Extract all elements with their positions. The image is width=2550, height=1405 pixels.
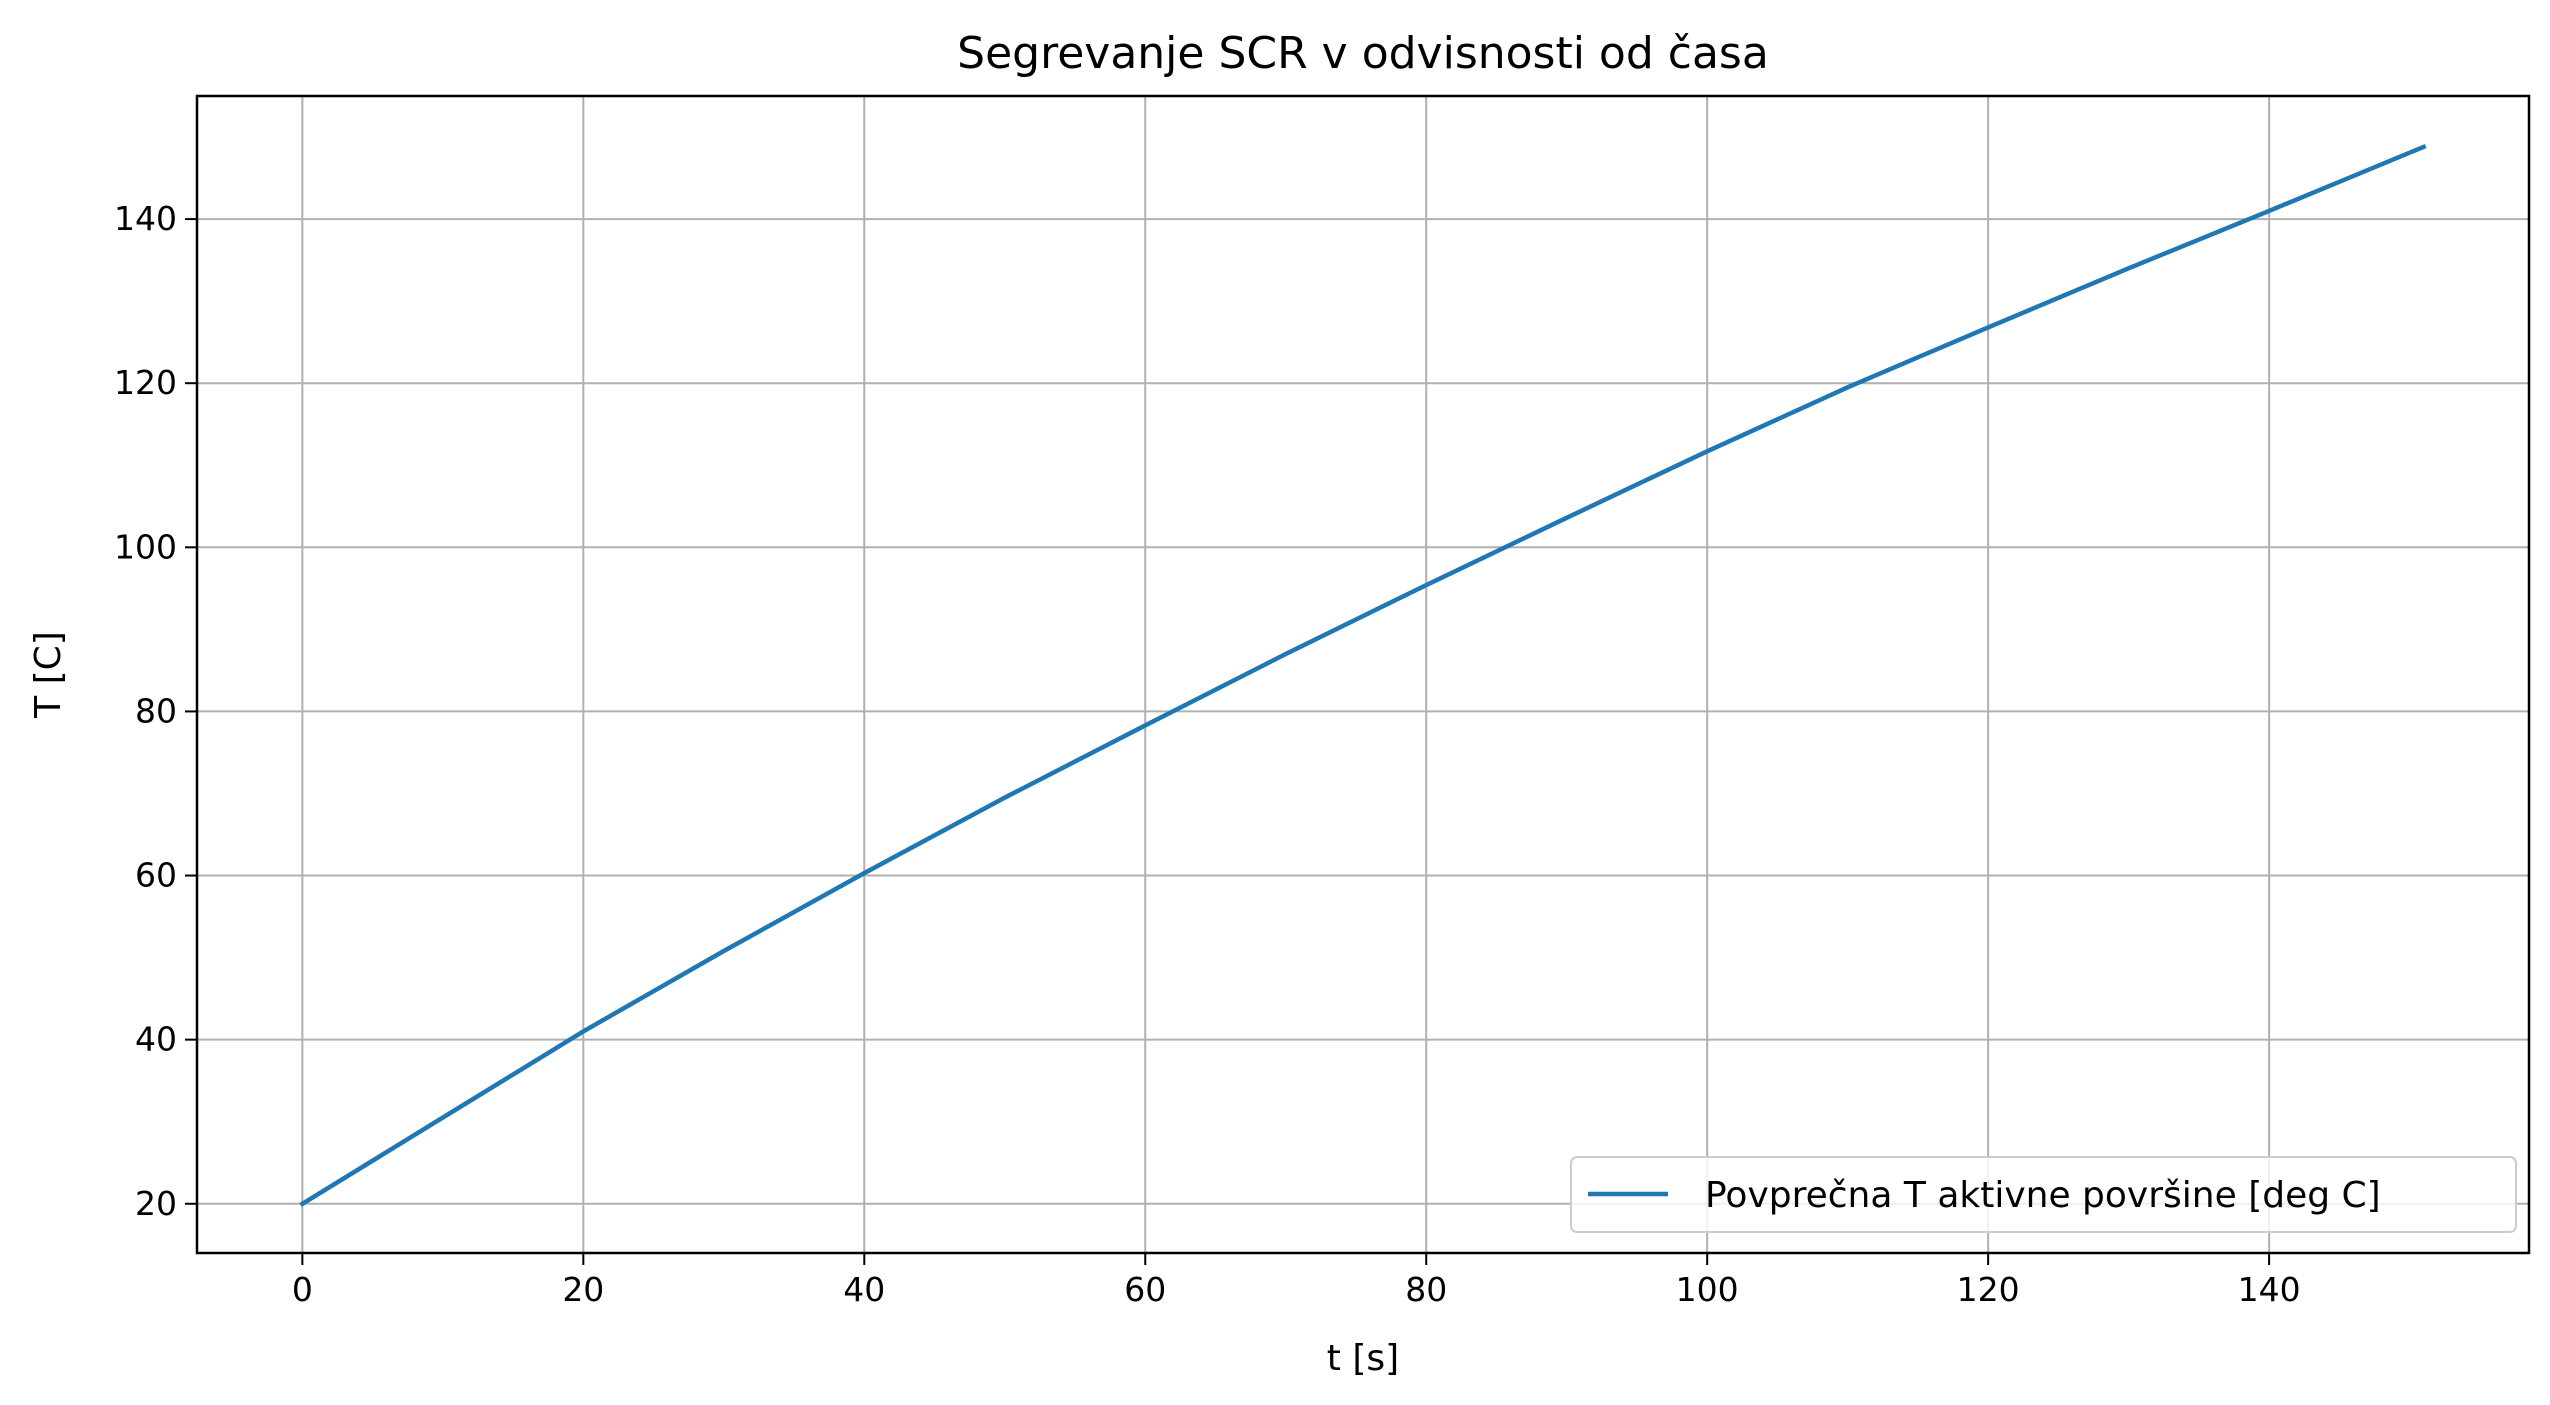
grid	[197, 96, 2529, 1253]
x-tick-label: 80	[1405, 1270, 1447, 1309]
y-tick-label: 120	[114, 363, 177, 402]
y-tick-label: 60	[135, 856, 177, 895]
y-tick-label: 80	[135, 691, 177, 730]
x-axis-label: t [s]	[1327, 1338, 1399, 1379]
y-tick-label: 140	[114, 199, 177, 238]
chart-title: Segrevanje SCR v odvisnosti od časa	[957, 28, 1769, 79]
x-tick-label: 20	[562, 1270, 604, 1309]
y-tick-label: 20	[135, 1184, 177, 1223]
legend-label: Povprečna T aktivne površine [deg C]	[1705, 1175, 2381, 1216]
legend: Povprečna T aktivne površine [deg C]	[1570, 1156, 2517, 1233]
x-tick-label: 120	[1957, 1270, 2020, 1309]
series-line	[299, 143, 2427, 1207]
x-tick-label: 140	[2238, 1270, 2301, 1309]
series-layer	[299, 143, 2427, 1207]
ticks: 0 20 40 60 80 100 120 140 20 40 60 80 100 120 140	[114, 199, 2301, 1309]
x-tick-label: 40	[843, 1270, 885, 1309]
legend-box	[1570, 1156, 2517, 1233]
x-tick-label: 60	[1124, 1270, 1166, 1309]
x-tick-label: 100	[1676, 1270, 1739, 1309]
y-tick-label: 100	[114, 527, 177, 566]
x-tick-label: 0	[292, 1270, 313, 1309]
y-axis-label: T [C]	[28, 631, 69, 719]
plot-frame	[195, 94, 2531, 1255]
y-tick-label: 40	[135, 1020, 177, 1059]
